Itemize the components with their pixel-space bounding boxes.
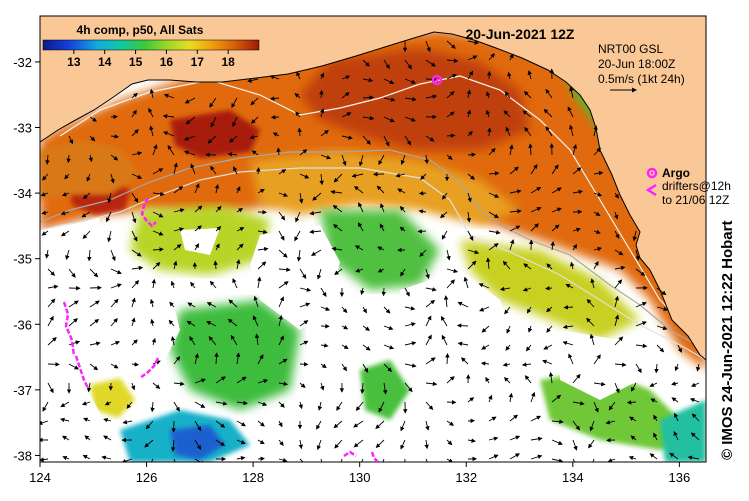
current-arrow — [404, 459, 405, 468]
colorbar-tick-label: 13 — [67, 55, 81, 69]
argo-label: Argo — [662, 166, 690, 180]
y-tick-label: -33 — [13, 121, 32, 136]
y-tick-label: -36 — [13, 317, 32, 332]
argo-float-marker — [433, 76, 441, 84]
current-arrow — [363, 97, 373, 98]
current-info-line2: 20-Jun 18:00Z — [598, 57, 675, 71]
drifters-label-line1: drifters@12h — [662, 179, 731, 193]
current-arrow — [258, 458, 264, 459]
colorbar-tick-label: 17 — [191, 55, 205, 69]
y-tick-label: -37 — [13, 383, 32, 398]
current-arrow — [489, 128, 490, 136]
current-arrow — [564, 307, 573, 308]
y-tick-label: -34 — [13, 186, 32, 201]
date-title: 20-Jun-2021 12Z — [466, 26, 575, 42]
x-tick-label: 132 — [455, 470, 477, 485]
current-arrow — [458, 325, 468, 326]
x-axis: 124 126 128 130 132 134 136 — [29, 462, 690, 485]
current-info-line3: 0.5m/s (1kt 24h) — [598, 72, 685, 86]
x-tick-label: 134 — [562, 470, 584, 485]
current-arrow — [426, 79, 437, 80]
colorbar-title: 4h comp, p50, All Sats — [77, 23, 204, 37]
current-arrow — [468, 154, 475, 155]
x-tick-label: 136 — [669, 470, 691, 485]
x-tick-label: 126 — [136, 470, 158, 485]
colorbar-tick-label: 16 — [160, 55, 174, 69]
current-arrow — [447, 354, 448, 364]
current-arrow — [258, 168, 259, 174]
x-tick-label: 130 — [349, 470, 371, 485]
colorbar-tick-label: 18 — [221, 55, 235, 69]
current-arrow — [447, 135, 455, 136]
current-arrow — [420, 193, 426, 194]
x-tick-label: 128 — [242, 470, 264, 485]
y-axis: -32 -33 -34 -35 -36 -37 -38 — [13, 55, 40, 464]
drifters-label-line2: to 21/06 12Z — [662, 193, 729, 207]
x-tick-label: 124 — [29, 470, 51, 485]
y-tick-label: -32 — [13, 55, 32, 70]
y-tick-label: -38 — [13, 448, 32, 463]
current-info-line1: NRT00 GSL — [598, 42, 663, 56]
argo-float-icon — [648, 169, 656, 177]
colorbar-tick-label: 15 — [129, 55, 143, 69]
colorbar-gradient — [43, 40, 259, 50]
colorbar-tick-label: 14 — [98, 55, 112, 69]
current-arrow — [418, 231, 426, 232]
y-tick-label: -35 — [13, 252, 32, 267]
